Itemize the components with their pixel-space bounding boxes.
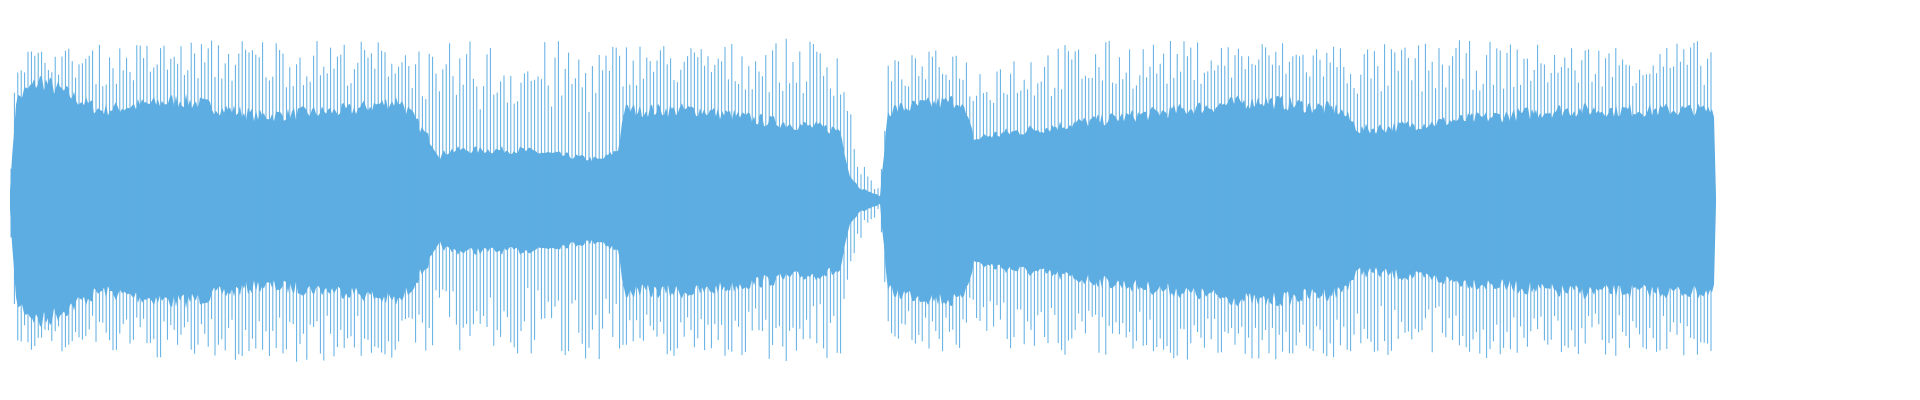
waveform-spikes (10, 38, 1712, 362)
